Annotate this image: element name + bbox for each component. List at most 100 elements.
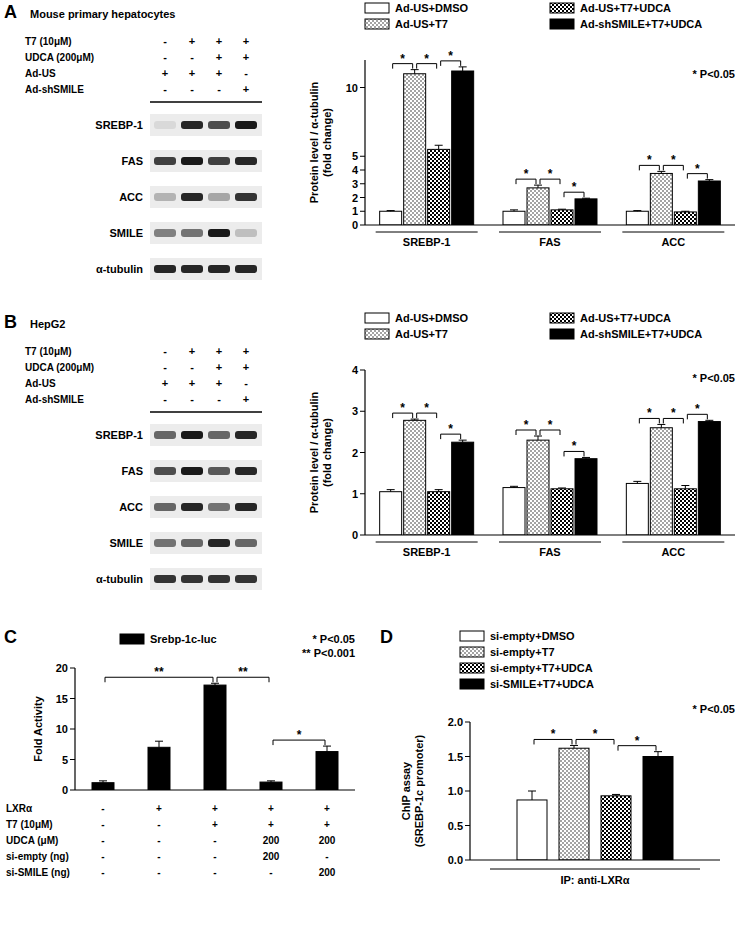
bar bbox=[503, 211, 525, 225]
treatment-mark: + bbox=[189, 67, 195, 79]
treatment-mark: - bbox=[157, 867, 160, 878]
band bbox=[208, 431, 230, 439]
error-bar bbox=[582, 198, 590, 200]
treatment-mark: + bbox=[189, 35, 195, 47]
bars bbox=[380, 67, 721, 225]
error-bar bbox=[633, 481, 641, 483]
band bbox=[154, 229, 176, 237]
band bbox=[154, 431, 176, 439]
protein-label: α-tubulin bbox=[96, 573, 143, 585]
category-label: SREBP-1 bbox=[403, 236, 451, 248]
legend-swatch bbox=[550, 329, 574, 339]
bar bbox=[674, 489, 696, 535]
bar bbox=[698, 422, 720, 535]
y-axis-label: Fold Activity bbox=[32, 695, 44, 761]
y-tick bbox=[360, 87, 365, 88]
error-bar bbox=[558, 209, 566, 211]
treatment-mark: + bbox=[189, 345, 195, 357]
legend-swatch bbox=[460, 663, 484, 673]
band bbox=[208, 229, 230, 237]
treatment-label: UDCA (200μM) bbox=[25, 52, 94, 63]
bar bbox=[559, 748, 589, 860]
band bbox=[181, 121, 203, 129]
treatment-mark: - bbox=[163, 35, 167, 47]
blot-strip bbox=[150, 460, 262, 482]
band bbox=[181, 467, 203, 475]
treatment-mark: + bbox=[162, 377, 168, 389]
treatment-mark: + bbox=[156, 803, 162, 814]
category-rule bbox=[499, 542, 601, 543]
treatment-mark: - bbox=[217, 393, 221, 405]
band bbox=[235, 431, 257, 439]
y-tick-label: 0 bbox=[352, 529, 358, 541]
treatment-mark: - bbox=[213, 851, 216, 862]
separator bbox=[150, 411, 262, 413]
x-axis-label: IP: anti-LXRα bbox=[560, 874, 629, 886]
treatment-mark: - bbox=[213, 867, 216, 878]
treatment-mark: - bbox=[269, 867, 272, 878]
y-tick bbox=[465, 756, 470, 757]
y-tick-label: 5 bbox=[62, 754, 68, 766]
treatment-mark: + bbox=[243, 35, 249, 47]
significance-star: ** bbox=[238, 665, 248, 679]
error-bar bbox=[633, 210, 641, 212]
treatment-mark: + bbox=[216, 35, 222, 47]
treatment-mark: - bbox=[163, 51, 167, 63]
y-tick bbox=[360, 170, 365, 171]
category-label: SREBP-1 bbox=[403, 546, 451, 558]
error-bar bbox=[99, 781, 107, 783]
treatment-mark: - bbox=[244, 377, 248, 389]
error-bar bbox=[657, 171, 665, 173]
treatment-mark: 200 bbox=[263, 835, 280, 846]
significance-star: * bbox=[635, 734, 640, 748]
error-bar bbox=[459, 440, 467, 442]
y-tick-label: 1 bbox=[352, 205, 358, 217]
band bbox=[208, 575, 230, 583]
y-tick-label: 10 bbox=[346, 82, 358, 94]
bar bbox=[643, 757, 673, 861]
band bbox=[154, 467, 176, 475]
error-bar bbox=[435, 145, 443, 149]
significance-star: * bbox=[448, 422, 453, 436]
y-axis-label: (fold change) bbox=[321, 418, 333, 487]
band bbox=[181, 157, 203, 165]
bar bbox=[650, 173, 672, 225]
band bbox=[181, 265, 203, 273]
bar bbox=[674, 212, 696, 225]
legend-swatch bbox=[365, 329, 389, 339]
treatment-mark: + bbox=[216, 67, 222, 79]
treatment-mark: + bbox=[324, 819, 330, 830]
panel-letter: A bbox=[4, 2, 17, 22]
band bbox=[154, 265, 176, 273]
legend-label: si-empty+DMSO bbox=[490, 630, 575, 642]
bar bbox=[380, 492, 402, 535]
x-axis bbox=[365, 224, 735, 225]
panel-letter: C bbox=[4, 627, 17, 647]
blot-strip bbox=[150, 186, 262, 208]
significance-star: * bbox=[647, 153, 652, 167]
y-tick-label: 4 bbox=[352, 164, 359, 176]
blot-strip bbox=[150, 532, 262, 554]
band bbox=[154, 503, 176, 511]
legend-label: Srebp-1c-luc bbox=[150, 633, 217, 645]
significance-star: * bbox=[548, 418, 553, 432]
y-tick bbox=[465, 860, 470, 861]
treatment-mark: + bbox=[162, 67, 168, 79]
band bbox=[208, 157, 230, 165]
bar bbox=[404, 420, 426, 535]
band bbox=[154, 193, 176, 201]
legend-swatch bbox=[550, 313, 574, 323]
y-tick-label: 20 bbox=[56, 662, 68, 674]
bar bbox=[260, 782, 282, 790]
category-rule bbox=[622, 232, 724, 233]
category-rule bbox=[622, 542, 724, 543]
band bbox=[181, 193, 203, 201]
blot-strip bbox=[150, 150, 262, 172]
treatment-mark: + bbox=[212, 819, 218, 830]
band bbox=[181, 503, 203, 511]
treatment-mark: + bbox=[243, 345, 249, 357]
treatment-mark: - bbox=[190, 393, 194, 405]
blot-strip bbox=[150, 258, 262, 280]
y-tick bbox=[465, 722, 470, 723]
bar bbox=[316, 752, 338, 790]
